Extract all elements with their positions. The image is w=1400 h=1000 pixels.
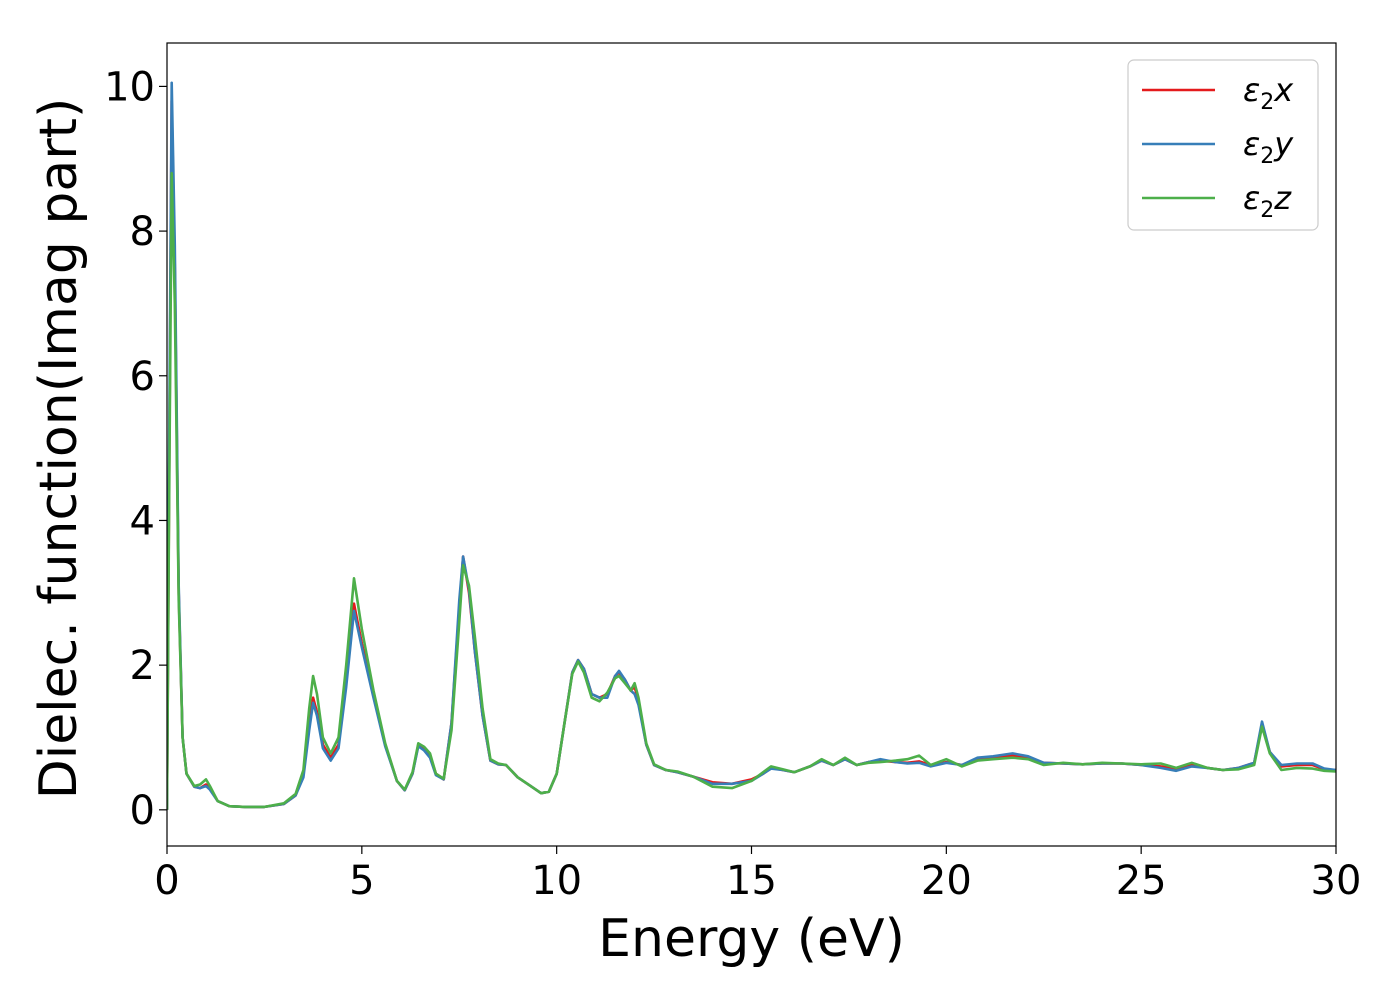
y-axis: 0 2 4 6 8 10 bbox=[104, 64, 167, 834]
x-tick-label: 25 bbox=[1116, 858, 1167, 904]
x-tick-label: 30 bbox=[1311, 858, 1362, 904]
x-axis-label: Energy (eV) bbox=[598, 909, 905, 969]
x-tick-label: 15 bbox=[726, 858, 777, 904]
legend-entry: ε2x bbox=[1243, 71, 1294, 115]
y-tick-label: 2 bbox=[130, 643, 155, 689]
y-tick-label: 6 bbox=[130, 354, 155, 400]
y-axis-label: Dielec. function(Imag part) bbox=[29, 98, 89, 800]
series-layer bbox=[167, 81, 1336, 810]
x-axis: 0 5 10 15 20 25 30 bbox=[154, 846, 1361, 904]
y-tick-label: 4 bbox=[130, 498, 155, 544]
x-tick-label: 0 bbox=[154, 858, 179, 904]
y-tick-label: 8 bbox=[130, 209, 155, 255]
y-tick-label: 10 bbox=[104, 64, 155, 110]
legend-box bbox=[1127, 59, 1319, 231]
legend-entry: ε2z bbox=[1243, 179, 1292, 223]
series-line-z bbox=[167, 171, 1336, 810]
legend-entry: ε2y bbox=[1243, 125, 1294, 169]
legend: ε2x ε2y ε2z bbox=[1127, 59, 1319, 231]
x-tick-label: 10 bbox=[531, 858, 582, 904]
y-tick-label: 0 bbox=[130, 788, 155, 834]
x-tick-label: 5 bbox=[349, 858, 374, 904]
x-tick-label: 20 bbox=[921, 858, 972, 904]
